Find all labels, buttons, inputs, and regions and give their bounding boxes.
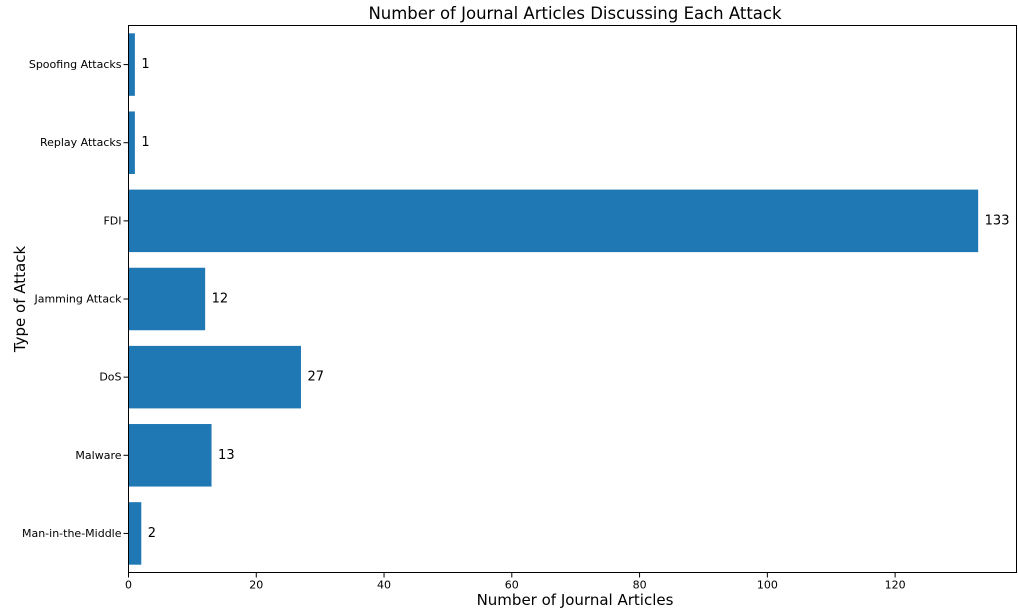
y-tick-label: Replay Attacks [40,136,122,149]
data-label: 13 [218,448,235,463]
data-label: 133 [985,213,1010,228]
bar [128,111,135,174]
bars-layer [128,33,979,565]
x-tick-label: 0 [125,579,132,592]
data-label: 1 [141,57,149,72]
x-tick-label: 80 [633,579,647,592]
x-tick-label: 120 [885,579,906,592]
bar [128,424,212,487]
y-tick-label: Malware [75,449,121,462]
y-tick-label: DoS [99,371,121,384]
plot-frame [128,25,1017,573]
data-label: 12 [212,292,229,307]
x-axis-title: Number of Journal Articles [477,591,674,609]
bar [128,189,979,253]
bar [128,502,142,565]
y-tick-label: Man-in-the-Middle [22,527,122,540]
y-tick-label: FDI [103,214,121,227]
chart-title: Number of Journal Articles Discussing Ea… [368,4,782,23]
x-tick-label: 40 [377,579,391,592]
bar [128,345,301,409]
y-ticks-layer: Man-in-the-Middle Malware DoS Jamming Attac… [22,58,129,540]
data-label: 2 [148,526,156,541]
data-label: 1 [141,135,149,150]
bar [128,33,135,96]
x-tick-label: 60 [505,579,519,592]
data-labels-layer: 2 13 27 12 133 1 1 [141,57,1009,541]
y-tick-label: Jamming Attack [33,293,122,306]
x-tick-label: 20 [249,579,263,592]
x-ticks-layer: 0 20 40 60 80 100 120 [125,572,906,592]
bar [128,267,206,331]
y-tick-label: Spoofing Attacks [29,58,122,71]
data-label: 27 [307,370,324,385]
x-tick-label: 100 [757,579,778,592]
y-axis-title: Type of Attack [11,246,29,354]
